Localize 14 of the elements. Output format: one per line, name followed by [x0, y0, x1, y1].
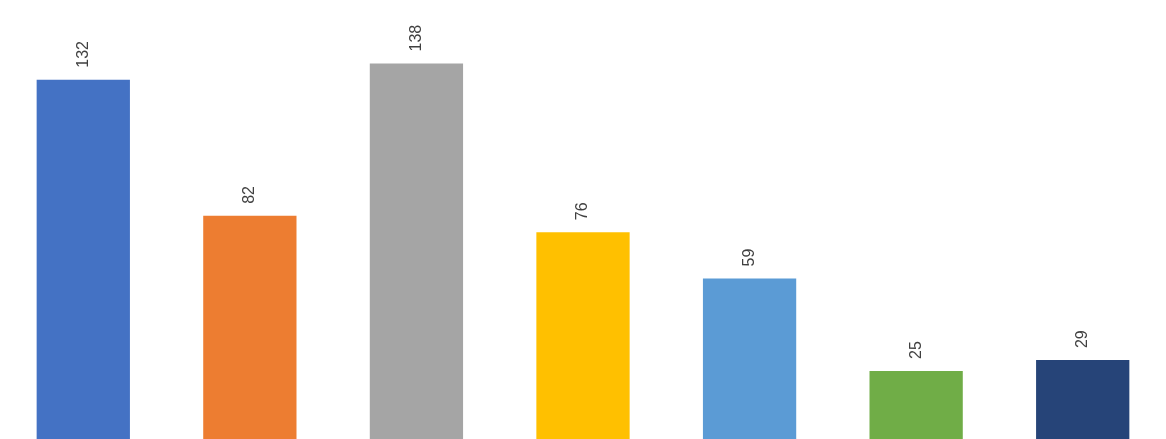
- bar: [1036, 360, 1130, 439]
- data-label: 59: [739, 248, 757, 267]
- data-label: 29: [1073, 330, 1091, 349]
- data-label: 138: [406, 24, 424, 52]
- data-label: 82: [240, 185, 258, 204]
- bar: [36, 79, 130, 439]
- bar: [203, 215, 297, 439]
- data-label: 76: [573, 202, 591, 221]
- bar: [869, 370, 963, 439]
- bar: [369, 63, 464, 439]
- data-label: 25: [906, 341, 924, 359]
- data-label: 132: [73, 40, 91, 68]
- bar: [702, 278, 797, 439]
- bar: [536, 232, 630, 439]
